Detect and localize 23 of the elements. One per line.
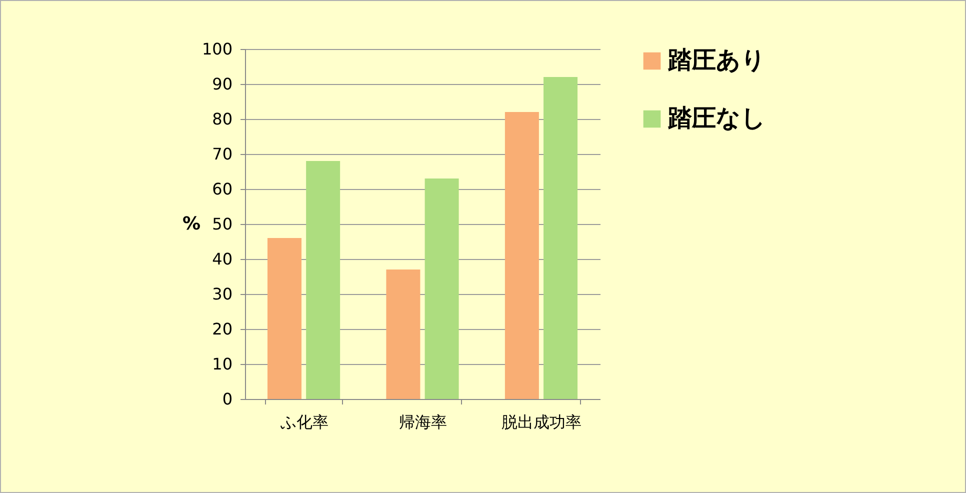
- y-tick-label: 0: [222, 390, 232, 408]
- bar: [386, 270, 420, 399]
- bar: [424, 178, 459, 399]
- y-tick-label: 80: [212, 110, 232, 128]
- y-tick-label: 90: [212, 74, 232, 94]
- y-tick-label: 50: [212, 214, 232, 234]
- x-tick-label: 帰海率: [399, 412, 447, 432]
- y-tick-label: 100: [202, 40, 232, 58]
- bar: [504, 112, 539, 399]
- y-tick-label: 40: [212, 250, 232, 268]
- y-tick-label: 70: [212, 144, 232, 164]
- legend-label: 踏圧あり: [667, 46, 766, 74]
- bar: [267, 238, 302, 399]
- y-tick-label: 20: [212, 320, 232, 338]
- y-tick-label: 10: [212, 354, 232, 374]
- legend-label: 踏圧なし: [667, 104, 766, 132]
- y-tick-label: 60: [212, 180, 232, 198]
- y-tick-label: 30: [212, 284, 232, 304]
- y-axis-title: %: [182, 214, 200, 234]
- bar: [544, 77, 578, 399]
- bar: [306, 161, 340, 399]
- x-tick-label: 脱出成功率: [502, 412, 582, 432]
- x-tick-label: ふ化率: [279, 412, 328, 432]
